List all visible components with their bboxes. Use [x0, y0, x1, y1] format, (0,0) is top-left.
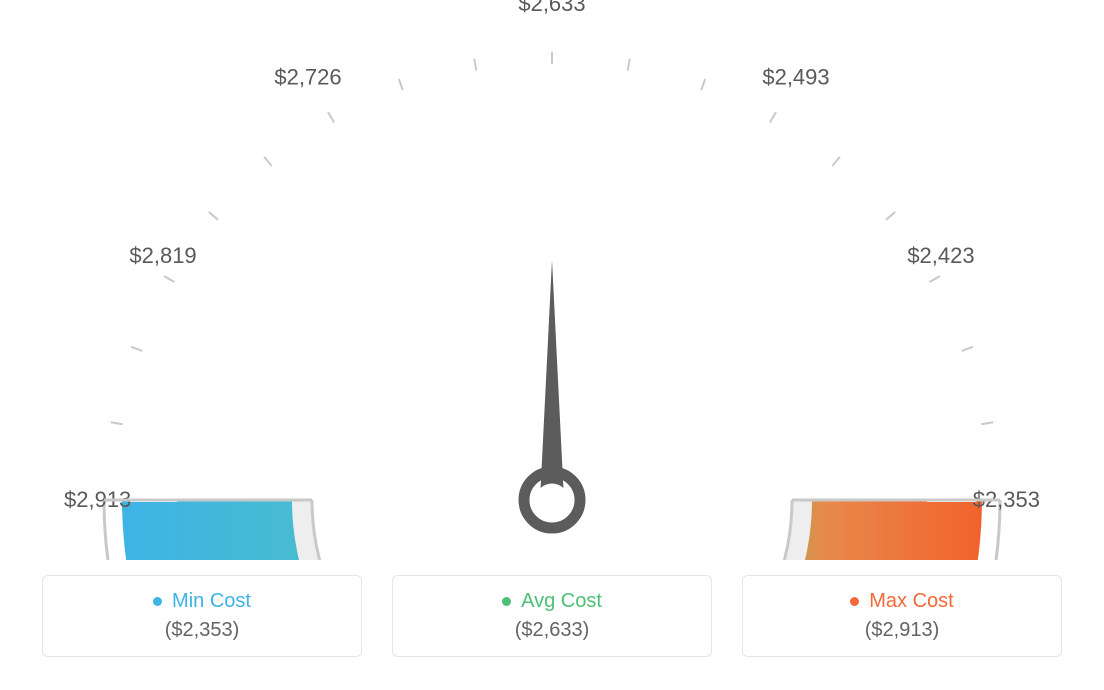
- legend-title-max: Max Cost: [850, 590, 953, 613]
- legend-card-avg: Avg Cost ($2,633): [392, 575, 712, 657]
- gauge-tick-label: $2,493: [762, 64, 829, 89]
- legend-dot-max: [850, 597, 859, 606]
- legend-label-min: Min Cost: [172, 590, 251, 613]
- gauge-svg: $2,353$2,423$2,493$2,633$2,726$2,819$2,9…: [0, 0, 1104, 560]
- gauge-tick-label: $2,726: [274, 64, 341, 89]
- gauge-tick-label: $2,423: [907, 243, 974, 268]
- legend-card-max: Max Cost ($2,913): [742, 575, 1062, 657]
- legend-label-max: Max Cost: [869, 590, 953, 613]
- gauge-tick-label: $2,819: [129, 243, 196, 268]
- legend-value-max: ($2,913): [761, 619, 1043, 642]
- legend-value-avg: ($2,633): [411, 619, 693, 642]
- legend-dot-min: [153, 597, 162, 606]
- legend-dot-avg: [502, 597, 511, 606]
- gauge-tick-label: $2,633: [518, 0, 585, 16]
- legend-label-avg: Avg Cost: [521, 590, 602, 613]
- gauge-chart: $2,353$2,423$2,493$2,633$2,726$2,819$2,9…: [0, 0, 1104, 560]
- legend-title-avg: Avg Cost: [502, 590, 602, 613]
- legend-row: Min Cost ($2,353) Avg Cost ($2,633) Max …: [0, 575, 1104, 657]
- legend-card-min: Min Cost ($2,353): [42, 575, 362, 657]
- legend-value-min: ($2,353): [61, 619, 343, 642]
- legend-title-min: Min Cost: [153, 590, 251, 613]
